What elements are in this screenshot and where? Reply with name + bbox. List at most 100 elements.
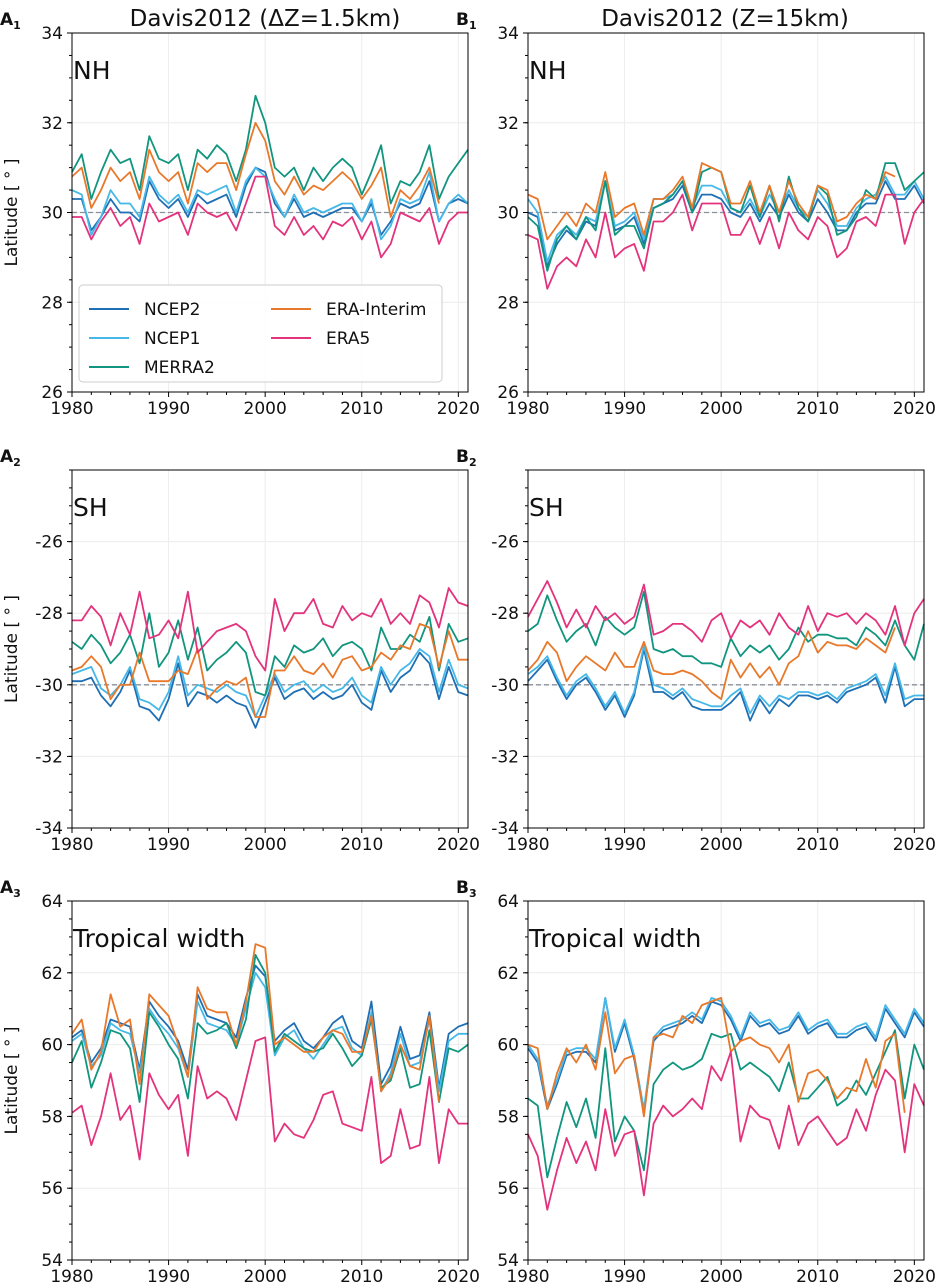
y-tick-label: -28 — [491, 604, 519, 624]
panel-label-subscript: 2 — [469, 456, 477, 469]
y-tick-label: -32 — [35, 747, 63, 767]
y-tick-label: 54 — [41, 1251, 63, 1271]
y-tick-label: 64 — [41, 892, 63, 912]
y-tick-label: 62 — [497, 964, 519, 984]
y-tick-label: 30 — [41, 204, 63, 224]
panel-label-subscript: 1 — [13, 19, 21, 32]
x-tick-label: 2020 — [893, 835, 936, 855]
panel-label: A2 — [0, 447, 21, 469]
series-line-era5 — [527, 1050, 925, 1211]
y-tick-label: 34 — [41, 24, 63, 44]
x-tick-label: 2000 — [700, 835, 743, 855]
panel-label: B2 — [456, 447, 477, 469]
legend-label-merra2: MERRA2 — [144, 358, 215, 378]
series-line-era-interim — [527, 627, 896, 700]
x-tick-label: 2020 — [893, 1267, 936, 1287]
y-tick-label: 32 — [497, 114, 519, 134]
y-tick-label: 64 — [497, 892, 519, 912]
series-line-ncep1 — [527, 644, 924, 715]
x-tick-label: 2000 — [244, 399, 287, 419]
x-tick-label: 1980 — [506, 399, 549, 419]
panel-label: A1 — [0, 10, 21, 32]
x-tick-label: 2010 — [796, 835, 839, 855]
x-tick-label: 2000 — [700, 399, 743, 419]
legend-box — [78, 284, 443, 383]
x-tick-label: 1990 — [147, 399, 190, 419]
y-tick-label: 28 — [497, 293, 519, 313]
panel-label-subscript: 3 — [13, 887, 21, 900]
x-tick-label: 2000 — [244, 835, 287, 855]
x-tick-label: 1980 — [50, 835, 93, 855]
panel-annotation: SH — [529, 493, 564, 522]
y-tick-label: 26 — [41, 383, 63, 403]
y-tick-label: 56 — [497, 1179, 519, 1199]
x-tick-label: 2010 — [340, 835, 383, 855]
y-tick-label: -26 — [35, 533, 63, 553]
series-line-merra2 — [71, 94, 469, 205]
panel-b3: B3 1980 1990 2000 2010 2020 54 56 58 60 62 64 Tropic… — [456, 878, 936, 1287]
x-tick-label: 1990 — [603, 1267, 646, 1287]
panel-annotation: Tropical width — [528, 924, 701, 953]
panel-b2: B2 1980 1990 2000 2010 2020 -34 -32 -30 -28 -26 SH — [456, 447, 936, 855]
x-tick-label: 2010 — [796, 1267, 839, 1287]
x-tick-label: 1980 — [506, 835, 549, 855]
legend-label-ncep2: NCEP2 — [144, 300, 200, 320]
y-axis-label: Latitude [ ° ] — [2, 1027, 22, 1135]
x-tick-label: 2020 — [437, 399, 480, 419]
y-axis-label: Latitude [ ° ] — [2, 595, 22, 703]
series-line-era5 — [71, 1036, 468, 1164]
y-tick-label: 58 — [497, 1107, 519, 1127]
series-line-ncep1 — [71, 166, 469, 241]
panel-label-subscript: 2 — [13, 456, 21, 469]
panel-a2: A2 1980 1990 2000 2010 2020 -34 -32 -30 -28 -26 Lat… — [0, 447, 480, 855]
series-line-ncep2 — [527, 997, 925, 1114]
x-tick-label: 2020 — [893, 399, 936, 419]
panel-label: A3 — [0, 878, 21, 900]
series-line-era-interim — [71, 943, 440, 1103]
y-tick-label: 30 — [497, 204, 519, 224]
panel-annotation: NH — [529, 56, 567, 85]
legend: NCEP2 NCEP1 MERRA2 ERA-Interim ERA5 — [78, 284, 443, 383]
legend-label-era5: ERA5 — [326, 329, 370, 349]
series-line-era-interim — [527, 997, 906, 1118]
x-tick-label: 1980 — [50, 399, 93, 419]
panel-label-subscript: 3 — [469, 887, 477, 900]
y-tick-label: 62 — [41, 964, 63, 984]
x-tick-label: 2000 — [244, 1267, 287, 1287]
y-tick-label: -34 — [35, 819, 63, 839]
series-line-ncep2 — [527, 648, 924, 722]
y-axis-label: Latitude [ ° ] — [2, 159, 22, 267]
y-tick-label: -26 — [491, 533, 519, 553]
y-tick-label: 34 — [497, 24, 519, 44]
panel-annotation: Tropical width — [72, 924, 245, 953]
x-tick-label: 2010 — [340, 399, 383, 419]
y-tick-label: 54 — [497, 1251, 519, 1271]
y-tick-label: 28 — [41, 293, 63, 313]
x-tick-label: 1980 — [50, 1267, 93, 1287]
series-line-era5 — [72, 175, 468, 259]
series-line-ncep1 — [527, 175, 925, 263]
x-tick-label: 2020 — [437, 1267, 480, 1287]
x-tick-label: 1990 — [147, 1267, 190, 1287]
x-tick-label: 2000 — [700, 1267, 743, 1287]
x-tick-label: 1980 — [506, 1267, 549, 1287]
series-line-era5 — [527, 193, 925, 290]
series-line-ncep1 — [71, 648, 469, 718]
series-line-era5 — [527, 580, 925, 647]
y-tick-label: 60 — [41, 1036, 63, 1056]
y-tick-label: 58 — [41, 1107, 63, 1127]
panel-a1: A1 1980 1990 2000 2010 2020 26 28 30 32 34 Latitude… — [0, 10, 480, 419]
y-tick-label: -32 — [491, 747, 519, 767]
panel-label: B1 — [456, 10, 477, 32]
x-tick-label: 1990 — [603, 835, 646, 855]
legend-label-era-interim: ERA-Interim — [326, 300, 426, 320]
series-line-merra2 — [71, 954, 469, 1103]
column-title-right: Davis2012 (Z=15km) — [601, 6, 849, 32]
column-title-left: Davis2012 (ΔZ=1.5km) — [130, 6, 401, 32]
panel-label: B3 — [456, 878, 477, 900]
series-line-merra2 — [527, 590, 925, 668]
axes-frame — [527, 900, 925, 1261]
panel-annotation: NH — [73, 56, 111, 85]
x-tick-label: 2010 — [796, 399, 839, 419]
